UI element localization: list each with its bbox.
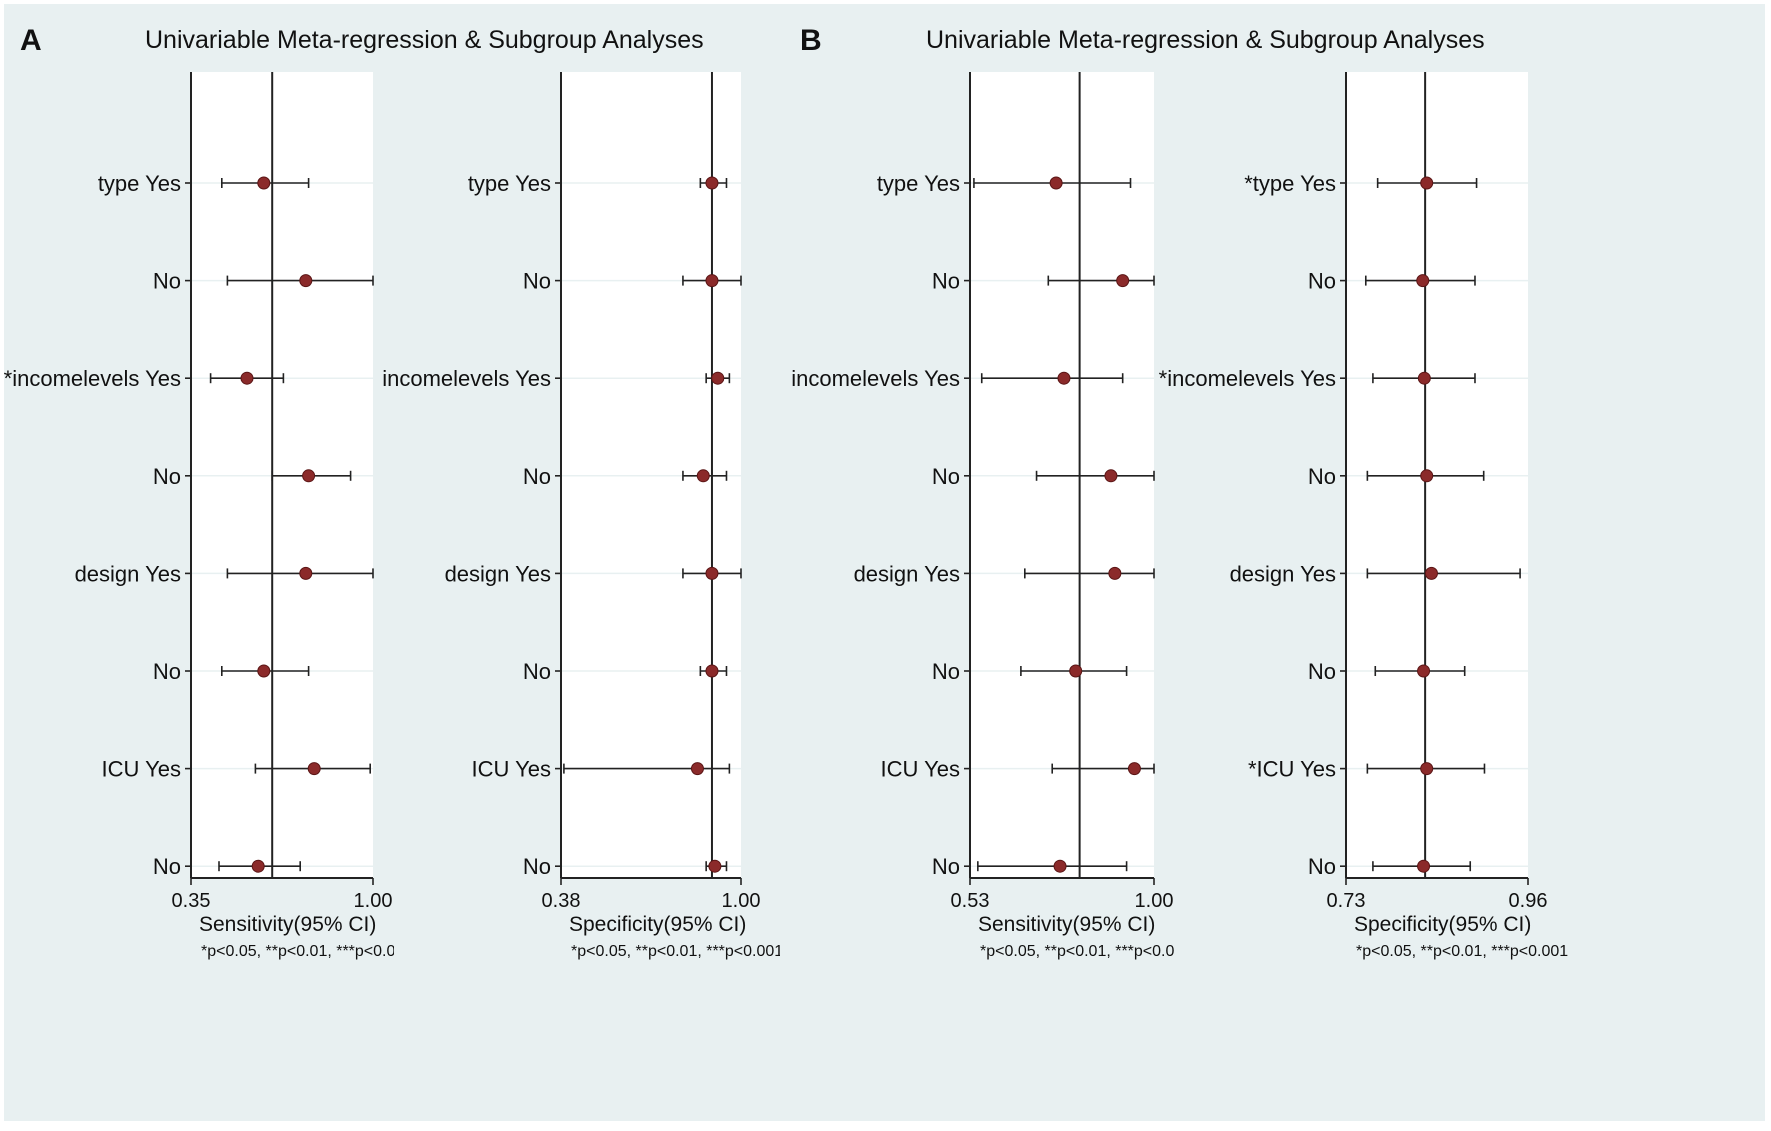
row-label: ICU Yes (102, 757, 182, 782)
significance-note: *p<0.05, **p<0.01, ***p<0.001 (571, 943, 783, 960)
point-estimate (307, 762, 321, 776)
point-estimate (1420, 762, 1434, 776)
x-tick-label: 0.53 (951, 890, 990, 912)
point-estimate (1416, 274, 1430, 288)
figure-background: A Univariable Meta-regression & Subgroup… (4, 4, 1765, 1121)
panel-b-title: Univariable Meta-regression & Subgroup A… (926, 26, 1485, 54)
row-label: No (523, 464, 551, 489)
significance-note: *p<0.05, **p<0.01, ***p<0.001 (980, 943, 1192, 960)
row-label: No (932, 854, 960, 879)
point-estimate (257, 176, 271, 190)
x-axis-title: Specificity(95% CI) (1354, 913, 1531, 936)
point-estimate (705, 664, 719, 678)
point-estimate (257, 664, 271, 678)
x-tick-label: 1.00 (722, 890, 761, 912)
row-label: *incomelevels Yes (1159, 366, 1336, 391)
forest-panel-1: type Yes No *incomelevels Yes No design Yes N… (4, 72, 413, 960)
x-tick-label: 0.73 (1327, 890, 1366, 912)
x-axis-title: Sensitivity(95% CI) (199, 913, 376, 936)
row-label: design Yes (445, 561, 551, 586)
panel-b-letter: B (800, 24, 822, 57)
point-estimate (708, 859, 722, 873)
point-estimate (302, 469, 316, 483)
point-estimate (299, 566, 313, 580)
row-label: No (153, 854, 181, 879)
point-estimate (1127, 762, 1141, 776)
point-estimate (1417, 371, 1431, 385)
row-label: No (932, 269, 960, 294)
panel-a-title: Univariable Meta-regression & Subgroup A… (145, 26, 704, 54)
x-tick-label: 0.35 (172, 890, 211, 912)
row-label: No (153, 659, 181, 684)
significance-note: *p<0.05, **p<0.01, ***p<0.001 (1356, 943, 1568, 960)
point-estimate (705, 176, 719, 190)
point-estimate (1053, 859, 1067, 873)
row-label: No (153, 464, 181, 489)
forest-panel-3: type Yes No incomelevels Yes No design Yes No… (791, 72, 1192, 960)
point-estimate (1116, 274, 1130, 288)
row-label: incomelevels Yes (791, 366, 960, 391)
point-estimate (1069, 664, 1083, 678)
point-estimate (711, 371, 725, 385)
point-estimate (240, 371, 254, 385)
row-label: design Yes (1230, 561, 1336, 586)
x-tick-label: 0.96 (1509, 890, 1548, 912)
point-estimate (1417, 664, 1431, 678)
forest-panel-2: type Yes No incomelevels Yes No design Yes No… (382, 72, 783, 960)
row-label: No (932, 659, 960, 684)
point-estimate (690, 762, 704, 776)
x-axis-title: Sensitivity(95% CI) (978, 913, 1155, 936)
x-tick-label: 0.38 (542, 890, 581, 912)
x-tick-label: 1.00 (1135, 890, 1174, 912)
row-label: *incomelevels Yes (4, 366, 181, 391)
panel-a-letter: A (20, 24, 42, 57)
row-label: *type Yes (1244, 171, 1336, 196)
point-estimate (1424, 566, 1438, 580)
row-label: design Yes (854, 561, 960, 586)
point-estimate (705, 566, 719, 580)
row-label: No (1308, 659, 1336, 684)
row-label: type Yes (877, 171, 960, 196)
row-label: No (153, 269, 181, 294)
significance-note: *p<0.05, **p<0.01, ***p<0.001 (201, 943, 413, 960)
row-label: No (1308, 854, 1336, 879)
row-label: incomelevels Yes (382, 366, 551, 391)
x-axis-title: Specificity(95% CI) (569, 913, 746, 936)
point-estimate (705, 274, 719, 288)
row-label: *ICU Yes (1248, 757, 1336, 782)
row-label: No (523, 659, 551, 684)
x-tick-label: 1.00 (354, 890, 393, 912)
row-label: ICU Yes (881, 757, 961, 782)
row-label: No (1308, 269, 1336, 294)
forest-panel-4: *type Yes No *incomelevels Yes No design Yes… (1159, 72, 1568, 960)
row-label: No (523, 269, 551, 294)
row-label: No (932, 464, 960, 489)
row-label: No (523, 854, 551, 879)
row-label: ICU Yes (472, 757, 552, 782)
point-estimate (1104, 469, 1118, 483)
row-label: type Yes (468, 171, 551, 196)
row-label: No (1308, 464, 1336, 489)
point-estimate (696, 469, 710, 483)
point-estimate (251, 859, 265, 873)
point-estimate (1108, 566, 1122, 580)
row-label: design Yes (75, 561, 181, 586)
point-estimate (1049, 176, 1063, 190)
point-estimate (1057, 371, 1071, 385)
forest-plot-figure: A Univariable Meta-regression & Subgroup… (4, 24, 1569, 960)
point-estimate (1420, 176, 1434, 190)
point-estimate (299, 274, 313, 288)
row-label: type Yes (98, 171, 181, 196)
point-estimate (1417, 859, 1431, 873)
point-estimate (1420, 469, 1434, 483)
